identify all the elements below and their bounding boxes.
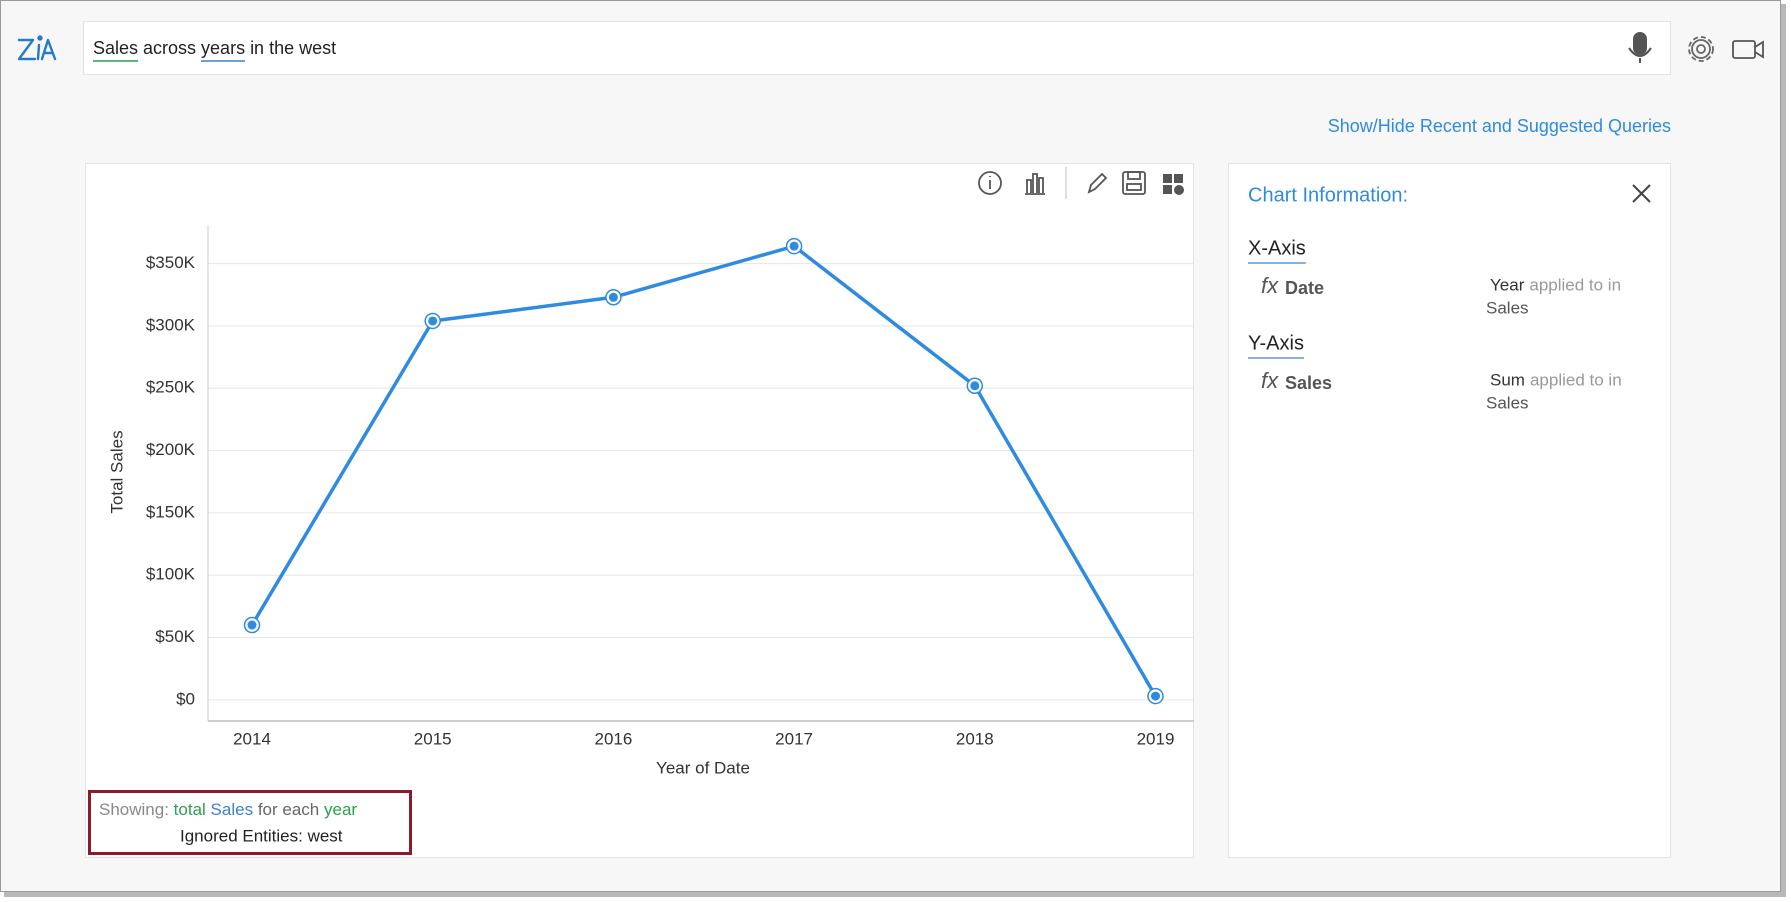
applied-text: applied to in bbox=[1530, 370, 1622, 389]
search-query: Sales across years in the west bbox=[93, 38, 336, 62]
save-top bbox=[1127, 171, 1141, 180]
tile bbox=[1174, 174, 1183, 183]
info-panel bbox=[1228, 163, 1671, 858]
applied-text: applied to in bbox=[1529, 275, 1621, 294]
x-tick-label: 2016 bbox=[594, 729, 632, 748]
tile bbox=[1163, 174, 1172, 183]
y-tick-label: $350K bbox=[146, 253, 196, 272]
axis-heading: X-Axis bbox=[1248, 237, 1306, 259]
showing-field: Sales bbox=[211, 800, 254, 819]
y-tick-label: $0 bbox=[176, 689, 195, 708]
query-word: years bbox=[201, 38, 245, 58]
dashboard-button[interactable] bbox=[1163, 174, 1184, 195]
mic-icon[interactable] bbox=[1628, 32, 1652, 63]
showing-middle: for each bbox=[258, 800, 319, 819]
x-tick-label: 2014 bbox=[233, 729, 271, 748]
line-chart: $0 $50K $100K $150K $200K $250K $300K $350K 2014… bbox=[146, 225, 1194, 748]
y-tick-label: $50K bbox=[155, 627, 195, 646]
y-tick-label: $200K bbox=[146, 440, 196, 459]
logo-i bbox=[36, 43, 41, 61]
query-word: in the west bbox=[250, 38, 336, 58]
chart-panel bbox=[85, 163, 1194, 858]
field-name: Date bbox=[1285, 278, 1324, 298]
x-tick-label: 2018 bbox=[956, 729, 994, 748]
y-tick-label: $150K bbox=[146, 502, 196, 521]
tile-add bbox=[1174, 185, 1184, 195]
ignored-entities: Ignored Entities: west bbox=[180, 826, 343, 845]
point bbox=[789, 241, 799, 251]
showing-text: Showing: total Sales for each year bbox=[99, 800, 357, 819]
x-tick-label: 2017 bbox=[775, 729, 813, 748]
logo-dot bbox=[37, 35, 43, 41]
camera-body bbox=[1732, 40, 1756, 59]
target-name: Sales bbox=[1486, 393, 1529, 412]
point bbox=[247, 620, 257, 630]
y-tick-label: $100K bbox=[146, 565, 196, 584]
close-button[interactable] bbox=[1632, 184, 1651, 203]
info-button[interactable] bbox=[978, 171, 1002, 195]
gear-hub bbox=[1696, 44, 1706, 54]
y-tick-label: $300K bbox=[146, 315, 196, 334]
mic-body bbox=[1633, 32, 1647, 55]
mic-stand bbox=[1628, 47, 1652, 63]
target-name: Sales bbox=[1486, 298, 1529, 317]
info-circle bbox=[978, 171, 1002, 195]
edit-button[interactable] bbox=[1087, 172, 1108, 194]
x-tick-label: 2019 bbox=[1137, 729, 1175, 748]
gear-teeth bbox=[1688, 36, 1714, 62]
query-word: across bbox=[143, 38, 196, 58]
settings-icon[interactable] bbox=[1688, 36, 1714, 62]
fx-icon: fx bbox=[1261, 368, 1279, 393]
point bbox=[1151, 691, 1160, 701]
chart-toolbar bbox=[978, 167, 1184, 199]
logo-z bbox=[17, 38, 37, 61]
x-tick-label: 2015 bbox=[414, 729, 452, 748]
suggested-queries-link[interactable]: Show/Hide Recent and Suggested Queries bbox=[1328, 116, 1671, 136]
chart-type-button[interactable] bbox=[1025, 173, 1045, 195]
query-word: Sales bbox=[93, 38, 138, 58]
point bbox=[428, 316, 438, 326]
fx-icon: fx bbox=[1261, 273, 1279, 298]
y-tick-label: $250K bbox=[146, 378, 196, 397]
x-axis-title: Year of Date bbox=[656, 758, 750, 777]
axis-heading: Y-Axis bbox=[1248, 332, 1304, 354]
data-line bbox=[250, 244, 1158, 697]
video-icon[interactable] bbox=[1732, 40, 1764, 59]
logo[interactable] bbox=[17, 35, 57, 61]
point bbox=[608, 292, 618, 302]
function-name: Year bbox=[1490, 275, 1525, 294]
showing-dimension: year bbox=[324, 800, 357, 819]
camera-lens bbox=[1754, 40, 1764, 59]
gear-ring bbox=[1691, 39, 1711, 59]
y-axis-title: Total Sales bbox=[107, 430, 126, 513]
showing-measure: total bbox=[174, 800, 206, 819]
save-label bbox=[1126, 183, 1142, 191]
info-title: Chart Information: bbox=[1248, 184, 1408, 206]
search-box[interactable] bbox=[83, 21, 1671, 75]
function-name: Sum bbox=[1490, 370, 1525, 389]
point bbox=[970, 381, 980, 391]
field-name: Sales bbox=[1285, 373, 1332, 393]
showing-prefix: Showing: bbox=[99, 800, 169, 819]
logo-a bbox=[40, 38, 57, 61]
tile bbox=[1163, 185, 1172, 194]
showing-box bbox=[88, 790, 412, 855]
save-button[interactable] bbox=[1122, 171, 1146, 195]
